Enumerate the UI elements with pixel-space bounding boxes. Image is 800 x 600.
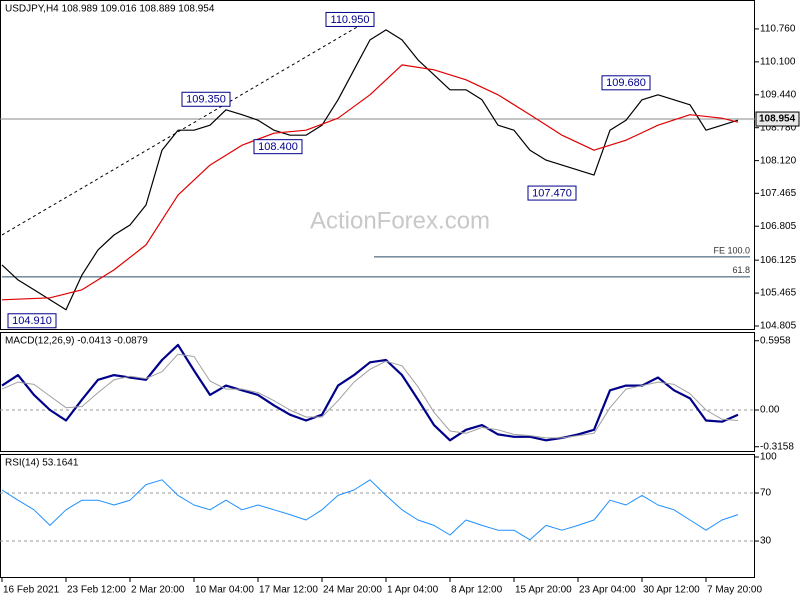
watermark: ActionForex.com xyxy=(310,207,490,234)
x-tick-label: 2 Mar 20:00 xyxy=(131,585,185,596)
y-tick-label: 108.120 xyxy=(760,155,797,166)
price-panel xyxy=(0,0,755,330)
y-tick-label: -0.3158 xyxy=(760,441,794,452)
y-tick-label: 104.805 xyxy=(760,321,797,332)
y-tick-label: 70 xyxy=(760,488,772,499)
annotation-label: 108.400 xyxy=(258,141,298,153)
y-tick-label: 0.5958 xyxy=(760,335,791,346)
rsi-panel xyxy=(0,454,755,578)
panel-title: RSI(14) 53.1641 xyxy=(5,458,79,469)
x-tick-label: 30 Apr 12:00 xyxy=(643,585,700,596)
y-tick-label: 30 xyxy=(760,536,772,547)
series-line xyxy=(1,479,739,541)
y-tick-label: 0.00 xyxy=(760,405,780,416)
y-tick-label: 106.805 xyxy=(760,221,797,232)
x-tick-label: 1 Apr 04:00 xyxy=(387,585,439,596)
current-price-label: 108.954 xyxy=(759,114,796,125)
annotation-label: 104.910 xyxy=(12,315,52,327)
y-tick-label: 106.125 xyxy=(760,255,797,266)
macd-panel xyxy=(0,332,755,452)
y-tick-label: 108.780 xyxy=(760,122,797,133)
x-tick-label: 23 Feb 12:00 xyxy=(67,585,126,596)
panel-title: USDJPY,H4 108.989 109.016 108.889 108.95… xyxy=(5,4,215,15)
annotation-box xyxy=(7,313,57,329)
annotation-label: 110.950 xyxy=(331,14,370,26)
x-tick-label: 24 Mar 20:00 xyxy=(323,585,382,596)
y-tick-label: 105.465 xyxy=(760,288,797,299)
series-line xyxy=(1,29,739,311)
annotation-label: 107.470 xyxy=(532,187,572,199)
x-tick-label: 7 May 20:00 xyxy=(707,585,762,596)
annotation-box xyxy=(601,75,651,91)
annotation-box xyxy=(527,185,577,201)
panel-title: MACD(12,26,9) -0.0413 -0.0879 xyxy=(5,336,148,347)
series-line xyxy=(1,343,739,442)
y-tick-label: 110.100 xyxy=(760,57,796,68)
annotation-label: 109.680 xyxy=(606,77,646,89)
x-tick-label: 23 Apr 04:00 xyxy=(579,585,636,596)
annotation-label: 109.350 xyxy=(186,94,226,106)
x-tick-label: 10 Mar 04:00 xyxy=(195,585,254,596)
x-tick-label: 15 Apr 20:00 xyxy=(515,585,572,596)
current-price-box xyxy=(755,111,800,127)
annotation-box xyxy=(253,139,303,155)
y-tick-label: 110.760 xyxy=(760,24,796,35)
y-tick-label: 100 xyxy=(760,452,777,463)
level-label: 61.8 xyxy=(732,265,750,275)
series-line xyxy=(1,64,739,301)
x-tick-label: 8 Apr 12:00 xyxy=(451,585,503,596)
annotation-box xyxy=(325,11,375,27)
x-tick-label: 16 Feb 2021 xyxy=(3,585,60,596)
trendline xyxy=(1,19,371,236)
x-tick-label: 17 Mar 12:00 xyxy=(259,585,318,596)
y-tick-label: 109.440 xyxy=(760,89,797,100)
level-label: FE 100.0 xyxy=(713,245,750,255)
y-tick-label: 107.465 xyxy=(760,188,797,199)
annotation-box xyxy=(181,91,231,107)
series-line xyxy=(1,353,739,439)
